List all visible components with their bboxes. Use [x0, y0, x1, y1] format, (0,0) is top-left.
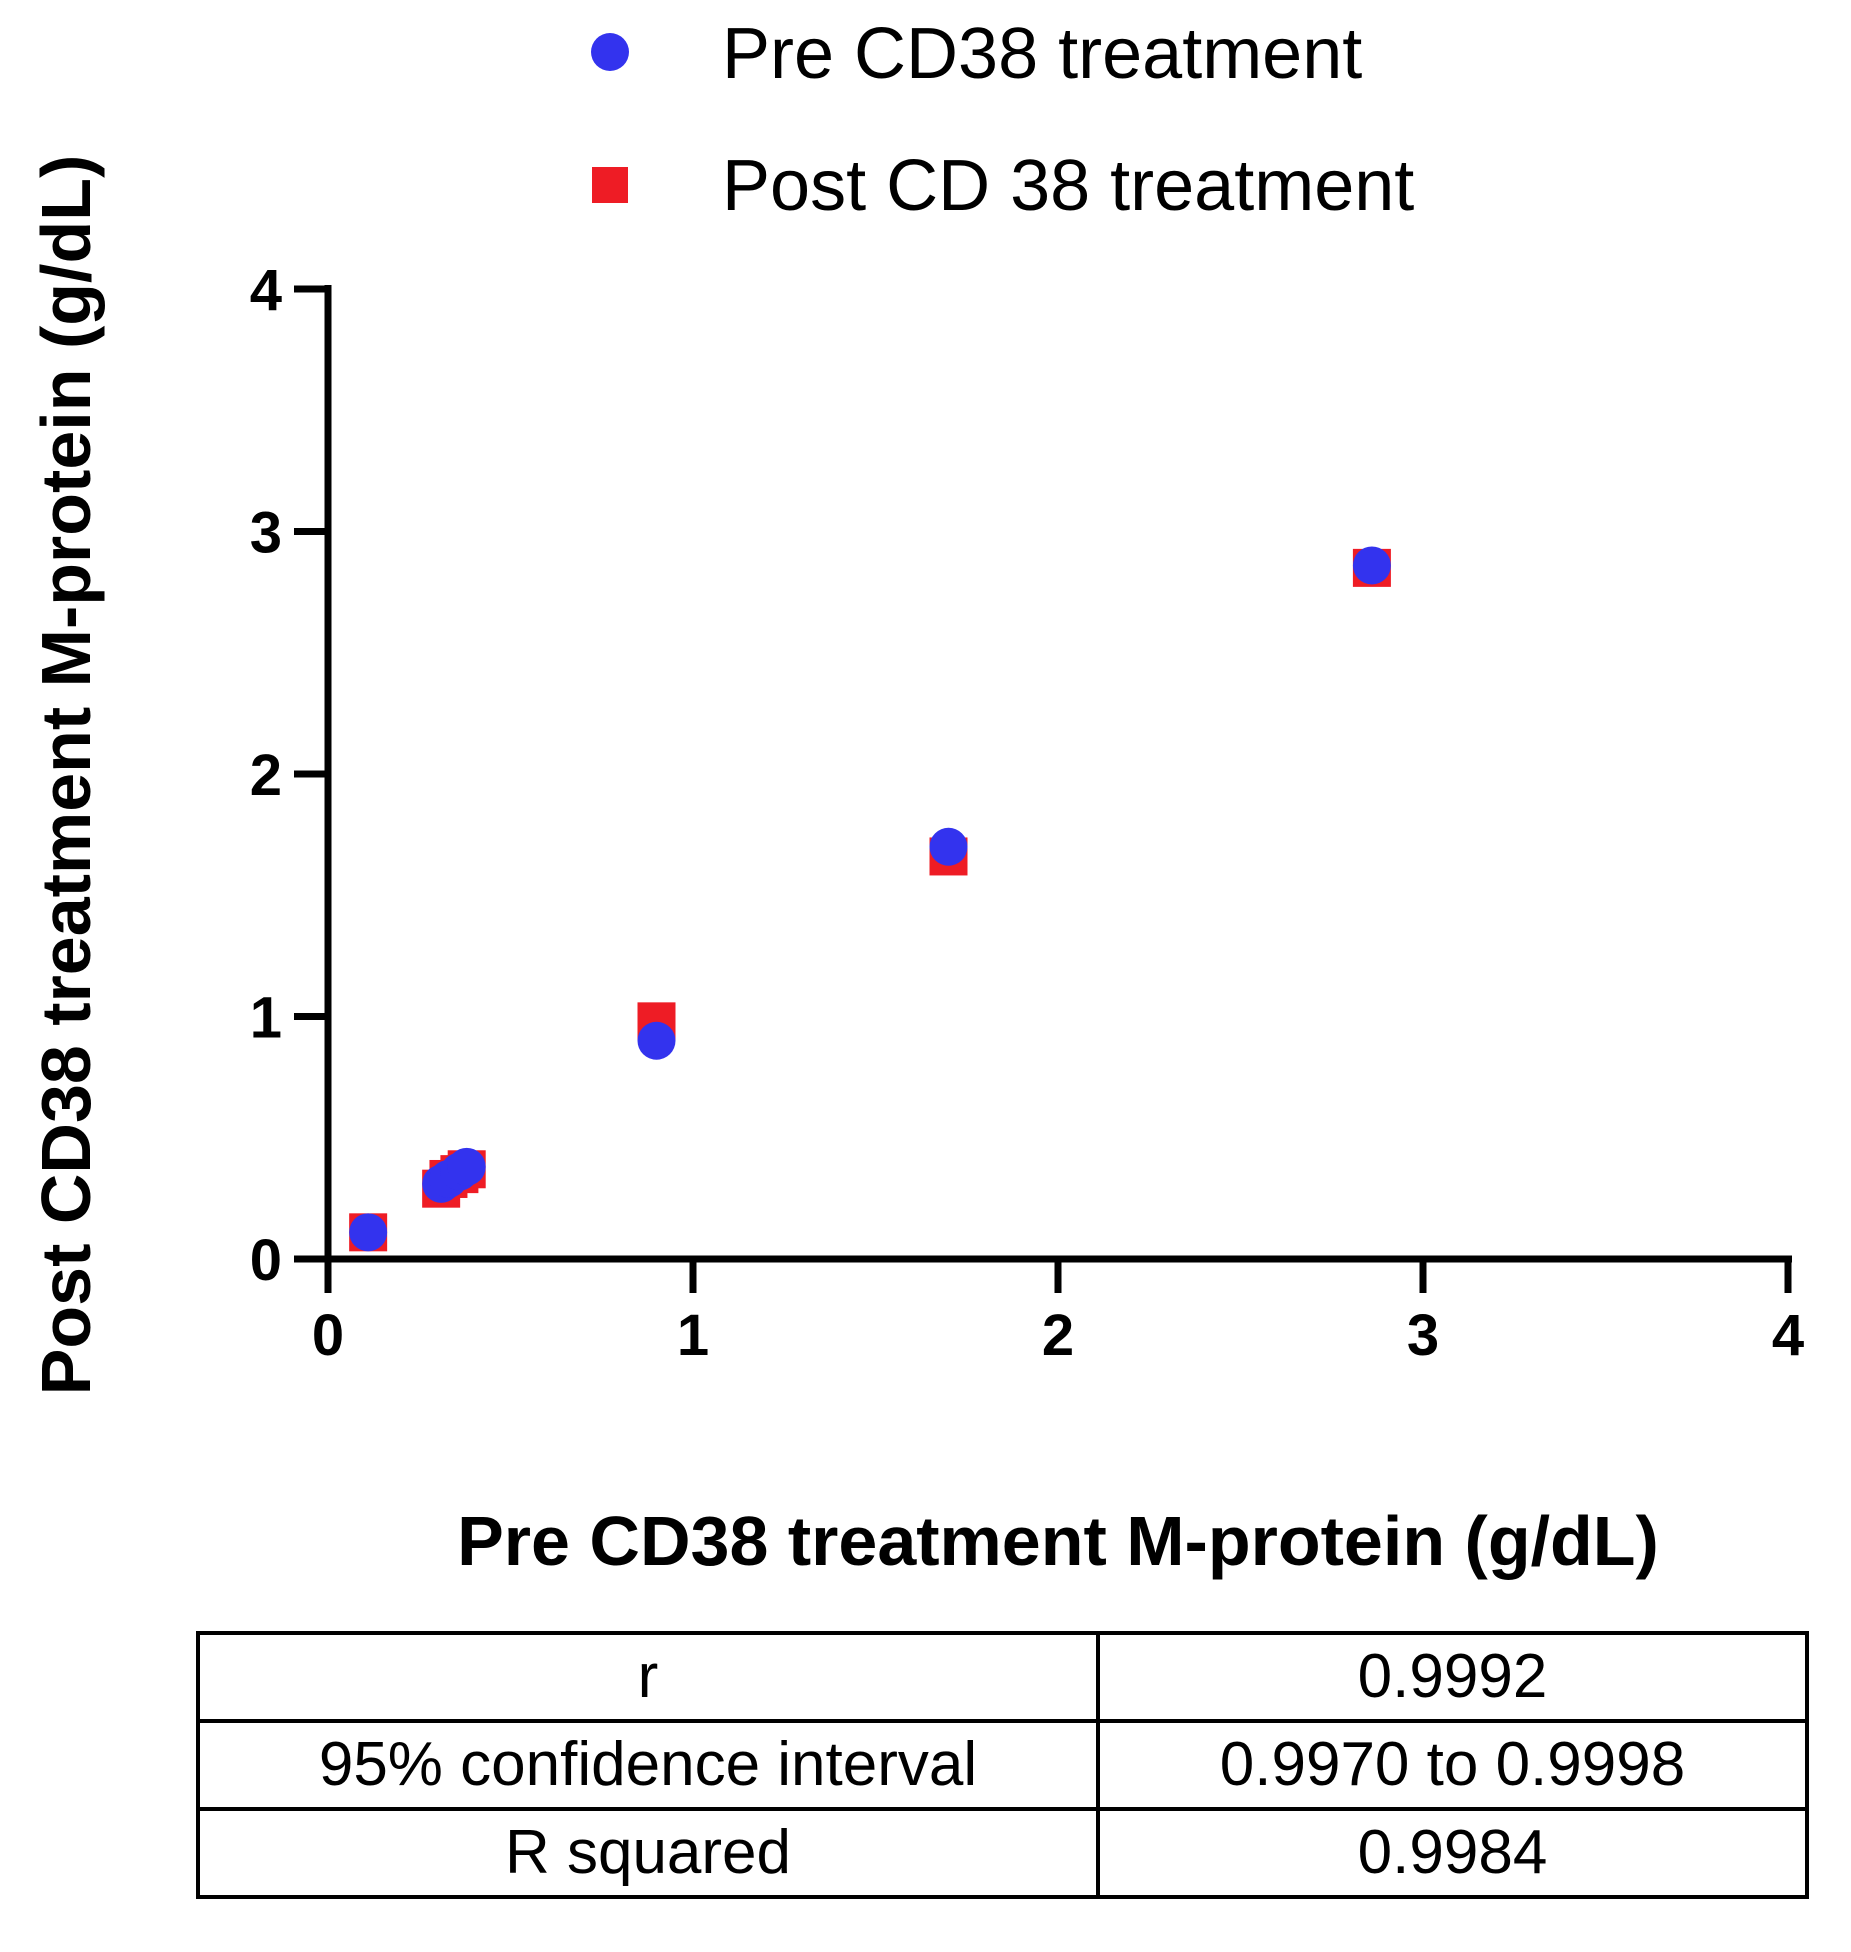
x-tick-label: 1 [677, 1303, 709, 1368]
y-tick-label: 0 [250, 1228, 282, 1293]
stat-value: 0.9992 [1096, 1631, 1809, 1723]
stat-value: 0.9970 to 0.9998 [1096, 1719, 1809, 1811]
pre-treatment-point [447, 1147, 486, 1186]
y-tick-label: 2 [250, 743, 282, 808]
scatter-chart: Pre CD38 treatment Post CD 38 treatment … [27, 14, 1804, 1580]
x-tick-label: 2 [1042, 1303, 1074, 1368]
x-tick-label: 3 [1407, 1303, 1439, 1368]
stats-table: r 0.9992 95% confidence interval 0.9970 … [196, 1631, 1809, 1899]
pre-treatment-point [637, 1021, 676, 1060]
y-axis-title: Post CD38 treatment M-protein (g/dL) [27, 155, 105, 1396]
x-tick-label: 4 [1772, 1303, 1804, 1368]
legend-marker-post [592, 167, 628, 203]
y-tick-label: 4 [250, 258, 282, 323]
table-row: R squared 0.9984 [196, 1807, 1809, 1899]
legend-marker-pre [591, 33, 629, 71]
x-tick-label: 0 [312, 1303, 344, 1368]
pre-treatment-point [349, 1213, 388, 1252]
axes [324, 285, 1792, 1263]
stat-label: r [196, 1631, 1100, 1723]
stat-label: R squared [196, 1807, 1100, 1899]
table-row: r 0.9992 [196, 1631, 1809, 1723]
ticks: 0 1 2 3 4 0 1 2 3 4 [250, 258, 1804, 1368]
table-row: 95% confidence interval 0.9970 to 0.9998 [196, 1719, 1809, 1811]
y-tick-label: 3 [250, 501, 282, 566]
stat-label: 95% confidence interval [196, 1719, 1100, 1811]
legend-label-post: Post CD 38 treatment [722, 146, 1414, 226]
legend: Pre CD38 treatment Post CD 38 treatment [591, 14, 1414, 226]
x-axis-title: Pre CD38 treatment M-protein (g/dL) [457, 1502, 1659, 1580]
pre-treatment-point [1352, 546, 1391, 585]
stat-value: 0.9984 [1096, 1807, 1809, 1899]
data-marks [349, 546, 1391, 1252]
legend-label-pre: Pre CD38 treatment [722, 14, 1362, 94]
y-tick-label: 1 [250, 986, 282, 1051]
pre-treatment-point [929, 827, 968, 866]
